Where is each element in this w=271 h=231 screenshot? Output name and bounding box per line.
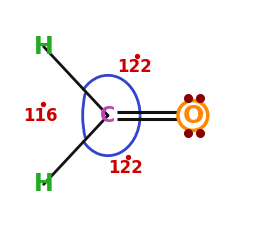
Text: O: O [182,103,204,128]
Text: 122: 122 [108,159,143,177]
Text: H: H [34,35,54,59]
Text: H: H [34,172,54,196]
Text: C: C [100,106,115,125]
Text: 122: 122 [117,58,152,76]
Text: 116: 116 [23,106,57,125]
